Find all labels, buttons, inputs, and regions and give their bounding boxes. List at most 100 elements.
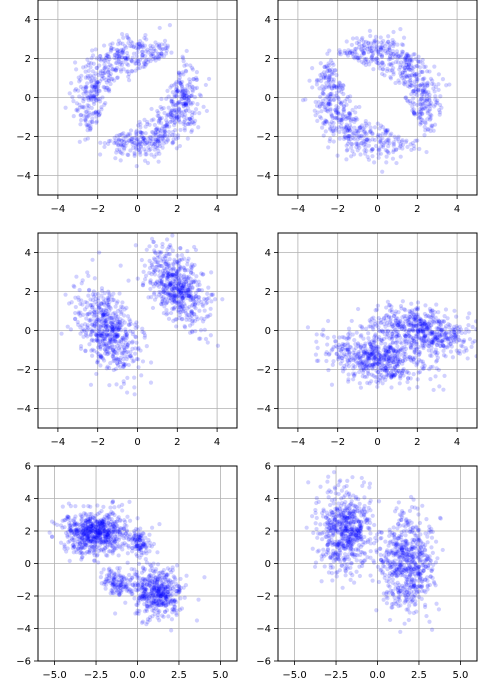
data-point [94, 111, 99, 116]
data-point [120, 142, 125, 148]
data-point [358, 334, 363, 339]
data-point [76, 546, 81, 551]
data-point [95, 301, 100, 307]
data-point [355, 56, 360, 61]
data-point [98, 331, 103, 336]
data-point [369, 54, 374, 60]
data-point [422, 338, 427, 343]
data-point [94, 519, 99, 524]
data-point [403, 95, 409, 100]
data-point [105, 532, 110, 537]
data-point [168, 271, 173, 277]
data-point [125, 349, 130, 354]
data-point [358, 345, 363, 350]
data-point [423, 89, 428, 94]
data-point [150, 129, 155, 135]
data-point [103, 538, 108, 543]
data-point [96, 354, 101, 359]
data-point [326, 367, 331, 373]
data-point [164, 270, 170, 276]
data-point [171, 108, 177, 113]
data-point [121, 350, 126, 355]
data-point [108, 345, 113, 350]
data-point [91, 93, 96, 99]
data-point [157, 134, 162, 139]
data-point [88, 516, 93, 521]
data-point [125, 375, 130, 380]
data-point [184, 69, 189, 74]
data-point [98, 363, 103, 368]
data-point [104, 333, 109, 338]
data-point [88, 333, 93, 338]
data-point [95, 80, 100, 85]
data-point [319, 109, 324, 114]
data-point [163, 584, 168, 590]
data-point [341, 136, 347, 141]
data-point [170, 579, 175, 585]
data-point [440, 343, 446, 348]
data-point [430, 313, 435, 318]
data-point [378, 366, 383, 371]
data-point [109, 525, 114, 530]
data-point [430, 340, 435, 345]
data-point [179, 285, 184, 290]
data-point [94, 527, 99, 532]
data-point [326, 318, 331, 324]
data-point [414, 89, 419, 94]
data-point [73, 310, 78, 316]
data-point [112, 55, 117, 60]
data-point [118, 344, 123, 349]
data-point [108, 522, 113, 527]
data-point [119, 337, 124, 343]
data-point [435, 337, 440, 342]
data-point [176, 115, 182, 120]
data-point [134, 138, 139, 143]
data-point [184, 101, 189, 106]
data-point [177, 78, 182, 83]
data-point [362, 362, 367, 367]
data-point [368, 48, 373, 54]
scatter-points [47, 499, 207, 633]
data-point [101, 314, 106, 319]
data-point [142, 158, 148, 163]
data-point [111, 352, 116, 357]
data-point [164, 237, 170, 242]
data-point [90, 111, 95, 117]
data-point [104, 80, 109, 85]
data-point [79, 514, 84, 519]
data-point [101, 296, 106, 301]
data-point [177, 72, 182, 77]
data-point [362, 56, 367, 61]
data-point [98, 525, 104, 530]
data-point [146, 57, 151, 62]
data-point [340, 86, 345, 91]
data-point [348, 125, 353, 130]
data-point [136, 365, 141, 370]
data-point [347, 111, 353, 116]
data-point [189, 93, 194, 98]
data-point [378, 321, 383, 326]
data-point [182, 291, 187, 296]
data-point [112, 325, 117, 330]
data-point [121, 313, 127, 318]
data-point [116, 341, 122, 346]
data-point [435, 355, 440, 360]
data-point [110, 537, 115, 542]
data-point [379, 328, 385, 333]
data-point [358, 134, 363, 139]
data-point [433, 332, 438, 337]
data-point [361, 365, 366, 370]
data-point [194, 85, 200, 91]
data-point [174, 317, 179, 322]
data-point [91, 289, 96, 294]
data-point [408, 101, 413, 106]
data-point [126, 131, 131, 137]
data-point [174, 94, 179, 99]
data-point [162, 42, 167, 47]
data-point [179, 285, 184, 290]
data-point [104, 532, 110, 537]
data-point [452, 335, 457, 340]
data-point [107, 383, 112, 388]
data-point [366, 143, 371, 148]
